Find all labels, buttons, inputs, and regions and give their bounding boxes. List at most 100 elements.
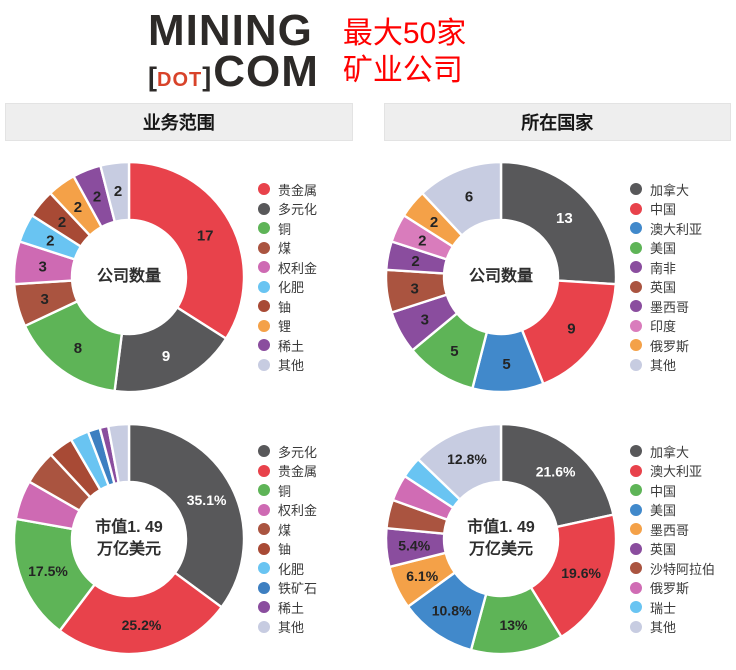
- legend-item: 南非: [630, 258, 702, 278]
- legend-label: 中国: [650, 202, 677, 218]
- donut-slice: [499, 160, 618, 286]
- slice-value-label: 5: [502, 356, 510, 373]
- legend-swatch-icon: [258, 280, 270, 293]
- legend: 贵金属 多元化铜煤权利金 化肥铀锂稀土 其他: [251, 180, 317, 375]
- donut-canvas: 35.1% 25.2% 17.5%: [7, 417, 251, 666]
- legend-label: 加拿大: [650, 182, 690, 198]
- legend-item: 墨西哥: [630, 297, 702, 317]
- legend-label: 其他: [278, 358, 305, 374]
- legend-item: 铀: [258, 539, 317, 559]
- legend-item: 瑞士: [630, 598, 715, 618]
- legend-swatch-icon: [258, 202, 270, 215]
- donut-slice: [106, 422, 131, 485]
- legend-item: 多元化: [258, 442, 317, 462]
- legend-item: 其他: [630, 617, 715, 637]
- legend-item: 其他: [630, 355, 702, 375]
- legend-label: 权利金: [278, 503, 318, 519]
- legend-label: 锂: [278, 319, 292, 335]
- legend-swatch-icon: [258, 484, 270, 497]
- legend-item: 多元化: [258, 199, 317, 219]
- legend-item: 澳大利亚: [630, 219, 702, 239]
- legend-item: 铀: [258, 297, 317, 317]
- legend-item: 英国: [630, 277, 702, 297]
- miningcom-logo: MINING [DOT] COM: [148, 8, 319, 94]
- legend-label: 铀: [278, 299, 292, 315]
- legend-item: 沙特阿拉伯: [630, 559, 715, 579]
- donut-slice: [127, 422, 246, 609]
- legend-swatch-icon: [630, 202, 642, 215]
- header: MINING [DOT] COM 最大50家 矿业公司: [0, 0, 736, 96]
- slice-value-label: 3: [421, 311, 429, 328]
- legend-label: 煤: [278, 241, 292, 257]
- legend-swatch-icon: [630, 339, 642, 352]
- section-header-business-scope: 业务范围: [5, 103, 353, 141]
- legend-label: 铀: [278, 542, 292, 558]
- donut-chart: 35.1% 25.2% 17.5%: [12, 422, 246, 656]
- donut-canvas: 13 9 5 5 3 3 2 2 2 6: [379, 155, 623, 404]
- legend-label: 化肥: [278, 561, 305, 577]
- legend-item: 贵金属: [258, 180, 317, 200]
- slice-value-label: 13: [556, 210, 573, 227]
- slice-value-label: 21.6%: [536, 463, 576, 479]
- slice-value-label: 3: [39, 259, 47, 276]
- legend-label: 煤: [278, 522, 292, 538]
- legend-label: 铁矿石: [278, 581, 318, 597]
- slice-value-label: 35.1%: [187, 492, 227, 508]
- section-headers: 业务范围 所在国家: [0, 103, 736, 141]
- legend-label: 其他: [278, 620, 305, 636]
- chart-marketcap-by-commodity: 35.1% 25.2% 17.5% 市值1. 49 万亿美元 多元化 贵金属铜权利金煤…: [0, 408, 368, 670]
- legend-item: 印度: [630, 316, 702, 336]
- slice-value-label: 3: [41, 291, 49, 308]
- legend-item: 加拿大: [630, 180, 702, 200]
- legend-swatch-icon: [258, 445, 270, 458]
- legend-swatch-icon: [630, 581, 642, 594]
- legend-item: 墨西哥: [630, 520, 715, 540]
- slice-value-label: 8: [74, 340, 82, 357]
- slice-value-label: 13%: [499, 617, 528, 633]
- logo-dotcom-row: [DOT] COM: [148, 50, 319, 94]
- legend: 多元化 贵金属铜权利金煤铀化肥 铁矿石 稀土 其他: [251, 442, 317, 637]
- logo-dot-text: DOT: [157, 69, 203, 92]
- legend-item: 俄罗斯: [630, 336, 702, 356]
- donut-wrap: 35.1% 25.2% 17.5% 市值1. 49 万亿美元: [7, 417, 251, 661]
- legend-swatch-icon: [258, 581, 270, 594]
- legend-label: 铜: [278, 483, 292, 499]
- legend-item: 铁矿石: [258, 578, 317, 598]
- legend-swatch-icon: [630, 542, 642, 555]
- legend-swatch-icon: [258, 183, 270, 196]
- legend-swatch-icon: [258, 241, 270, 254]
- legend-swatch-icon: [630, 445, 642, 458]
- legend-label: 英国: [650, 542, 677, 558]
- legend-item: 煤: [258, 520, 317, 540]
- donut-slice: [416, 422, 503, 501]
- donut-canvas: 17 9 8 3 3 2 2 2 2 2: [7, 155, 251, 404]
- legend-label: 铜: [278, 221, 292, 237]
- chart-companies-by-country: 13 9 5 5 3 3 2 2 2 6 公司数量 加拿大 中国 澳大利亚 美国 南非 英国 墨西哥 印度 俄罗斯…: [368, 146, 736, 408]
- slice-value-label: 2: [114, 183, 122, 200]
- legend-label: 美国: [650, 503, 677, 519]
- donut-slice: [58, 571, 223, 656]
- legend-label: 中国: [650, 483, 677, 499]
- slice-value-label: 6: [465, 189, 473, 206]
- legend-swatch-icon: [630, 358, 642, 371]
- legend-item: 煤: [258, 238, 317, 258]
- donut-slice: [421, 160, 503, 237]
- donut-slice: [12, 517, 96, 632]
- donut-canvas: 21.6% 19.6% 13% 10.8% 6.1% 5.4% 12.8%: [379, 417, 623, 666]
- legend-item: 化肥: [258, 559, 317, 579]
- slice-value-label: 9: [567, 321, 575, 338]
- legend-label: 贵金属: [278, 182, 318, 198]
- slice-value-label: 2: [74, 199, 82, 216]
- legend-label: 英国: [650, 280, 677, 296]
- legend-item: 贵金属: [258, 461, 317, 481]
- legend-swatch-icon: [258, 339, 270, 352]
- slice-value-label: 2: [418, 232, 426, 249]
- legend-label: 加拿大: [650, 444, 690, 460]
- legend-label: 其他: [650, 358, 677, 374]
- legend-label: 多元化: [278, 444, 318, 460]
- slice-value-label: 25.2%: [122, 617, 162, 633]
- slice-value-label: 17: [197, 228, 214, 245]
- slice-value-label: 2: [411, 253, 419, 270]
